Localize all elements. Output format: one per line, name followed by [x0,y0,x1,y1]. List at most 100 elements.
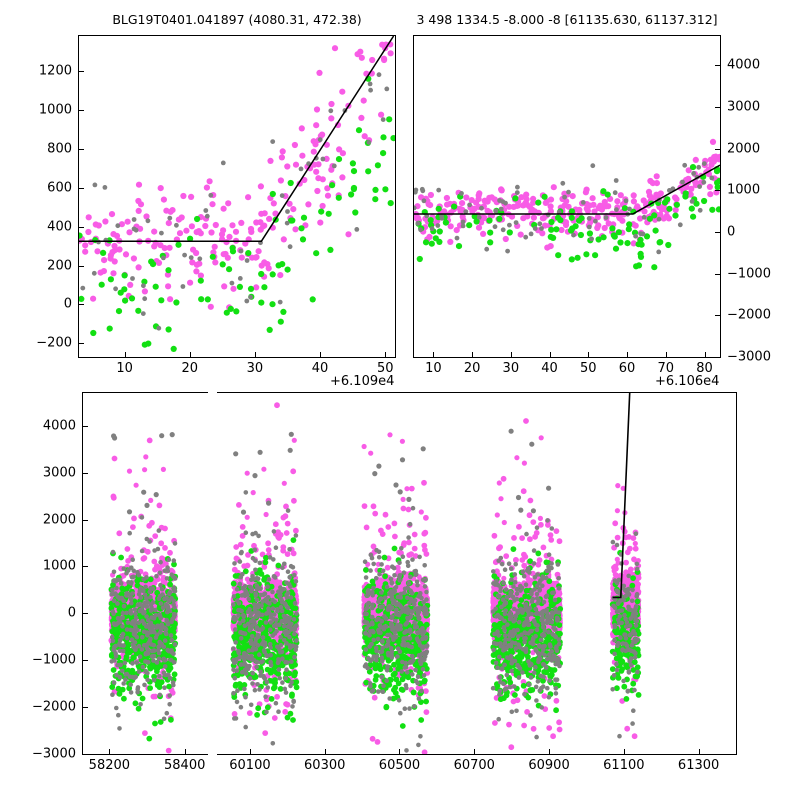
y-tick-label: 4000 [727,57,761,73]
top-left-plot-area [79,36,395,357]
x-tick-label: 60700 [453,758,495,773]
bottom-panel [82,392,737,755]
y-tick [715,231,720,233]
x-tick-label: 58200 [88,758,131,773]
y-tick-label: 0 [67,605,76,621]
x-tick-label: 10 [116,361,133,376]
x-tick-label: 30 [246,361,264,376]
x-tick [623,749,625,754]
x-tick-label: 20 [463,361,481,376]
y-tick [83,425,88,427]
y-tick [715,357,720,358]
top-right-panel [413,35,721,358]
x-tick-label: 10 [425,361,442,376]
y-tick-label: 2000 [42,512,76,528]
y-tick [83,613,88,615]
y-tick-label: 800 [47,141,72,157]
x-tick [698,749,700,754]
x-tick [588,352,590,357]
y-tick-label: 400 [47,219,72,235]
bottom-scatter [108,393,642,754]
y-tick [83,754,88,755]
y-tick [79,304,84,306]
x-tick-label: 60900 [528,758,570,773]
x-tick [704,352,706,357]
x-tick [549,352,551,357]
y-tick-label: −2000 [727,307,771,323]
top-left-panel-title: BLG19T0401.041897 (4080.31, 472.38) [112,12,362,27]
x-tick [324,749,326,754]
y-tick [79,71,84,73]
top-left-panel [78,35,396,358]
top-right-scatter [414,138,720,271]
y-tick-label: 2000 [727,141,761,157]
y-tick-label: −3000 [32,746,76,762]
x-tick [433,352,435,357]
top-right-panel-title: 3 498 1334.5 -8.000 -8 [61135.630, 61137… [416,12,718,27]
axis-break-bottom [208,752,217,758]
y-tick-label: 200 [47,258,72,274]
y-tick [83,660,88,662]
y-tick-label: 3000 [727,99,761,115]
y-tick-label: 600 [47,180,72,196]
y-tick-label: −3000 [727,349,771,365]
x-tick-label: 40 [311,361,329,376]
y-tick [79,148,84,150]
y-tick [83,472,88,474]
axis-break-top [208,389,217,395]
x-tick [184,749,186,754]
x-tick [474,749,476,754]
x-tick [549,749,551,754]
x-tick-label: 60500 [378,758,421,773]
y-tick-label: 4000 [42,418,76,434]
y-tick-label: −200 [36,335,72,351]
y-tick [79,265,84,267]
y-tick [715,148,720,150]
x-tick [249,749,251,754]
y-tick [79,226,84,228]
y-tick [83,707,88,709]
y-tick [83,566,88,568]
y-tick-label: 0 [63,296,72,312]
x-tick [124,352,126,357]
y-tick-label: −2000 [32,699,76,715]
x-tick [510,352,512,357]
x-tick [472,352,474,357]
y-tick-label: 1000 [727,182,761,198]
x-tick-label: 70 [657,361,675,376]
y-tick-label: 1200 [38,63,72,79]
top-right-x-offset-label: +6.106e4 [655,374,720,389]
x-tick-label: 61300 [677,758,720,773]
x-tick-label: 50 [580,361,597,376]
x-tick [627,352,629,357]
top-right-plot-area [414,36,720,357]
x-tick [254,352,256,357]
x-tick [665,352,667,357]
x-tick-label: 58400 [164,758,206,773]
x-tick [385,352,387,357]
top-left-x-offset-label: +6.109e4 [330,374,395,389]
x-tick-label: 60100 [229,758,271,773]
y-tick-label: 1000 [38,102,72,118]
y-tick [715,65,720,67]
x-tick [399,749,401,754]
y-tick [83,519,88,521]
y-tick-label: −1000 [32,652,76,668]
y-tick [79,343,84,345]
y-tick [715,190,720,192]
y-tick [715,106,720,108]
x-tick-label: 61100 [603,758,645,773]
y-tick-label: 1000 [42,558,76,574]
y-tick [79,187,84,189]
y-tick-label: −1000 [727,266,771,282]
y-tick [79,109,84,111]
x-tick-label: 50 [376,361,394,376]
bottom-plot-area [83,393,736,754]
y-tick [715,273,720,275]
x-tick [189,352,191,357]
y-tick-label: 0 [727,224,736,240]
x-tick-label: 60 [618,361,636,376]
x-tick-label: 30 [502,361,520,376]
top-left-scatter [79,36,395,352]
